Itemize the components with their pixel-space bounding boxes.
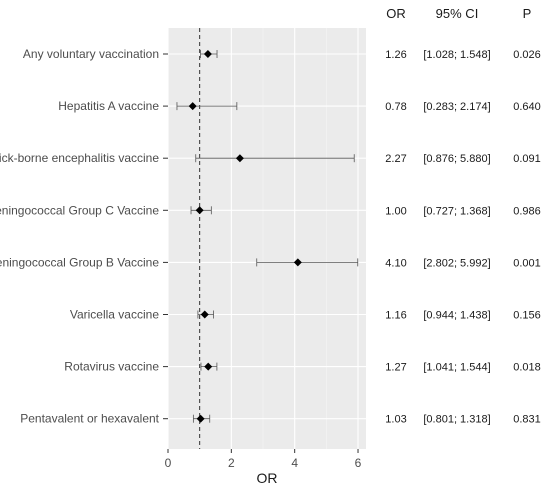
column-header-or: OR [386,6,406,21]
or-value: 1.27 [385,362,406,374]
row-label: Any voluntary vaccination [23,47,159,61]
x-axis-ticks: 0 2 4 6 [165,449,362,470]
ci-value: [0.876; 5.880] [423,153,490,165]
chart-marks [176,50,359,423]
statistics-table: 1.26 [1.028; 1.548] 0.026 0.78 [0.283; 2.174… [385,49,540,426]
point-estimate-diamond [200,310,209,319]
row-label: Hepatitis A vaccine [58,99,159,113]
p-value: 0.026 [513,49,541,61]
ci-value: [0.283; 2.174] [423,101,490,113]
x-tick-label: 2 [228,456,235,470]
row-label: Pentavalent or hexavalent [20,412,159,426]
row-label: Rotavirus vaccine [64,360,159,374]
ci-value: [2.802; 5.992] [423,257,490,269]
row-label: Varicella vaccine [70,308,159,322]
x-tick-label: 0 [165,456,172,470]
point-estimate-diamond [204,362,213,371]
p-value: 0.156 [513,310,541,322]
point-estimate-diamond [293,258,302,267]
point-estimate-diamond [196,414,205,423]
or-value: 4.10 [385,257,406,269]
plot-panel [168,28,366,449]
p-value: 0.091 [513,153,541,165]
or-value: 1.16 [385,310,406,322]
or-value: 0.78 [385,101,406,113]
row-label: Meningococcal Group B Vaccine [0,255,159,269]
or-value: 2.27 [385,153,406,165]
column-header-ci: 95% CI [436,6,479,21]
x-axis-title: OR [257,470,278,486]
row-label: Meningococcal Group C Vaccine [0,203,159,217]
ci-value: [0.801; 1.318] [423,414,490,426]
x-tick-label: 6 [355,456,362,470]
or-value: 1.00 [385,205,406,217]
point-estimate-diamond [235,154,244,163]
ci-value: [1.028; 1.548] [423,49,490,61]
point-estimate-diamond [203,50,212,58]
or-value: 1.03 [385,414,406,426]
ci-value: [0.727; 1.368] [423,205,490,217]
p-value: 0.831 [513,414,541,426]
p-value: 0.640 [513,101,541,113]
p-value: 0.986 [513,205,541,217]
p-value: 0.018 [513,362,541,374]
row-labels: Any voluntary vaccination Hepatitis A vac… [0,47,168,426]
or-value: 1.26 [385,49,406,61]
row-label: Tick-borne encephalitis vaccine [0,151,159,165]
x-tick-label: 4 [291,456,298,470]
ci-value: [0.944; 1.438] [423,310,490,322]
p-value: 0.001 [513,257,541,269]
point-estimate-diamond [188,102,197,111]
ci-value: [1.041; 1.544] [423,362,490,374]
point-estimate-diamond [195,206,204,215]
column-header-p: P [523,6,532,21]
